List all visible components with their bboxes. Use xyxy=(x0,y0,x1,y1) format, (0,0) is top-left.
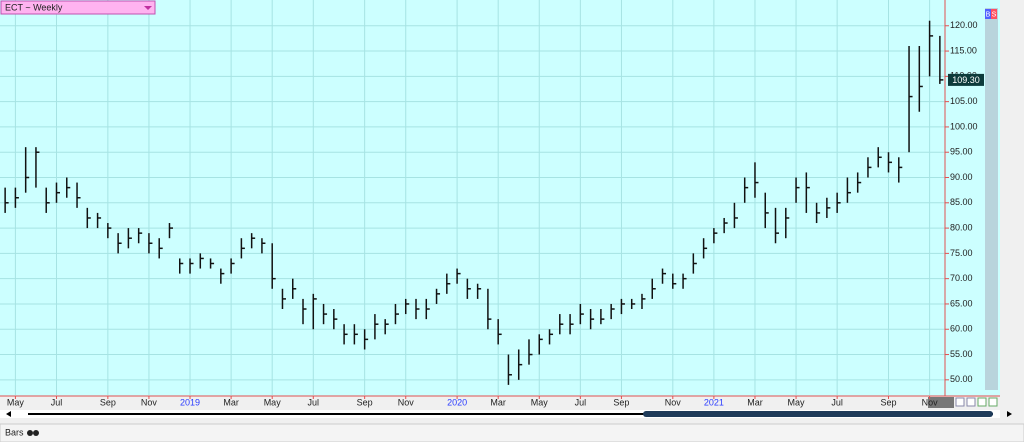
y-tick-label: 115.00 xyxy=(950,45,977,55)
toggle-icon[interactable] xyxy=(33,430,39,436)
x-tick-label: Nov xyxy=(922,397,939,407)
toggle-icon[interactable] xyxy=(27,430,33,436)
x-tick-label: Jul xyxy=(575,397,587,407)
x-tick-label: Mar xyxy=(490,397,506,407)
footer xyxy=(0,423,1024,442)
y-tick-label: 60.00 xyxy=(950,324,973,334)
x-tick-label: Nov xyxy=(398,397,415,407)
scroll-right[interactable] xyxy=(1007,411,1012,417)
y-tick-label: 95.00 xyxy=(950,147,973,157)
plot-bg xyxy=(0,0,1000,396)
y-tick-label: 85.00 xyxy=(950,197,973,207)
footer-label: Bars xyxy=(5,427,24,437)
last-price-label: 109.30 xyxy=(952,75,980,85)
x-tick-label: Sep xyxy=(880,397,896,407)
x-tick-label: May xyxy=(531,397,549,407)
x-tick-label: May xyxy=(788,397,806,407)
x-tick-label: Sep xyxy=(357,397,373,407)
scroll-thumb[interactable] xyxy=(643,411,993,417)
dropdown-arrow xyxy=(144,6,152,10)
tool-icon[interactable] xyxy=(966,397,976,407)
tool-icon[interactable] xyxy=(988,397,998,407)
x-tick-label: Mar xyxy=(747,397,763,407)
x-tick-label: Sep xyxy=(613,397,629,407)
x-tick-label: Jul xyxy=(308,397,320,407)
side-strip xyxy=(985,8,998,390)
x-tick-label: 2019 xyxy=(180,397,200,407)
zoom-box[interactable] xyxy=(928,397,954,408)
y-tick-label: 65.00 xyxy=(950,298,973,308)
badge-b[interactable] xyxy=(985,9,991,19)
badge-text: S xyxy=(992,11,997,18)
y-tick-label: 50.00 xyxy=(950,374,973,384)
symbol-dropdown[interactable] xyxy=(0,0,156,15)
x-tick-label: Nov xyxy=(141,397,158,407)
tool-icon[interactable] xyxy=(955,397,965,407)
y-tick-label: 90.00 xyxy=(950,172,973,182)
y-tick-label: 70.00 xyxy=(950,273,973,283)
x-tick-label: 2021 xyxy=(704,397,724,407)
tool-icon[interactable] xyxy=(977,397,987,407)
x-tick-label: Sep xyxy=(100,397,116,407)
x-tick-label: Nov xyxy=(665,397,682,407)
y-tick-label: 80.00 xyxy=(950,222,973,232)
y-tick-label: 75.00 xyxy=(950,248,973,258)
badge-s[interactable] xyxy=(991,9,997,19)
x-tick-label: Jul xyxy=(831,397,843,407)
x-tick-label: Mar xyxy=(223,397,239,407)
y-tick-label: 100.00 xyxy=(950,121,978,131)
y-tick-label: 105.00 xyxy=(950,96,978,106)
y-tick-label: 120.00 xyxy=(950,20,978,30)
grid xyxy=(0,0,945,395)
y-tick-label: 55.00 xyxy=(950,349,973,359)
x-tick-label: May xyxy=(264,397,282,407)
x-tick-label: May xyxy=(7,397,25,407)
scroll-left[interactable] xyxy=(6,411,11,417)
chart-title: ECT ~ Weekly xyxy=(5,2,63,12)
last-price-box xyxy=(948,73,984,86)
badge-text: B xyxy=(986,11,991,18)
x-tick-label: 2020 xyxy=(447,397,467,407)
x-tick-label: Jul xyxy=(51,397,63,407)
